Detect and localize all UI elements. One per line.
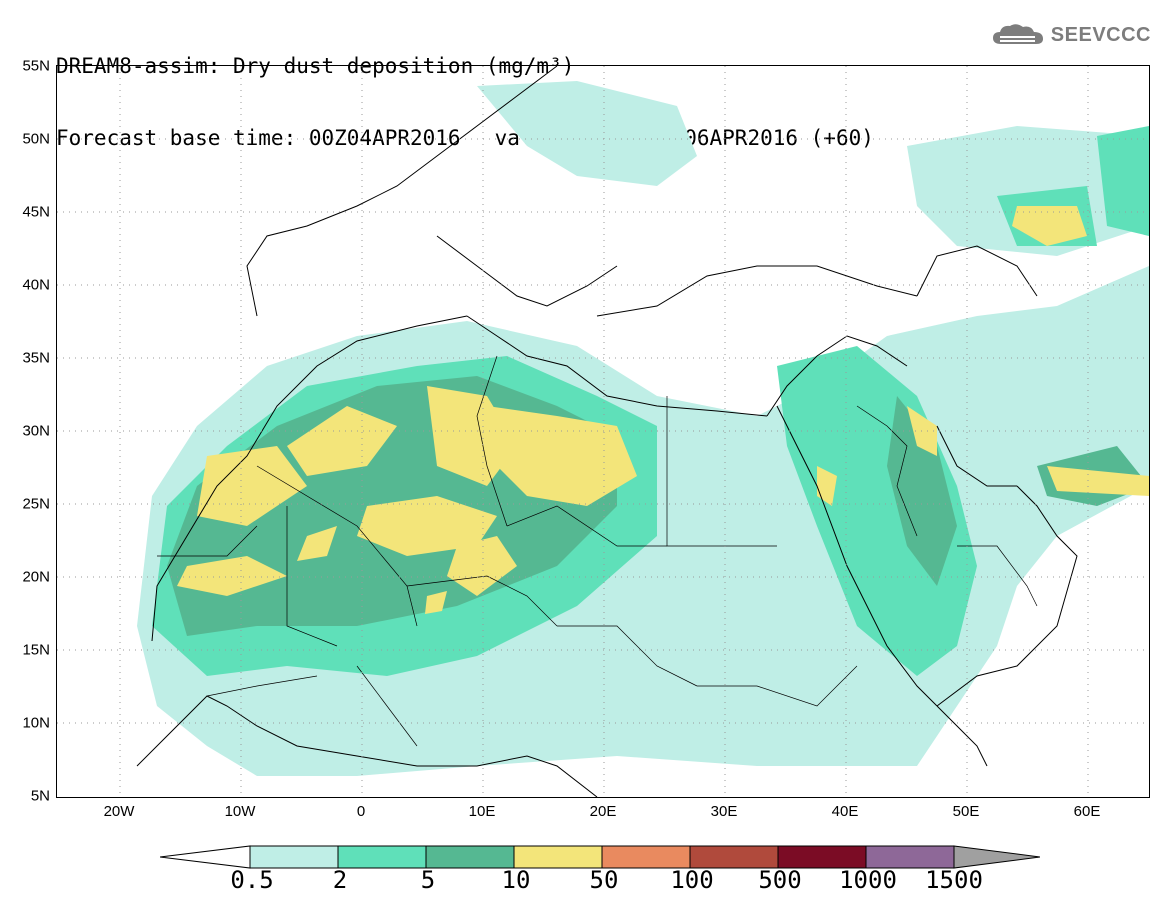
- map-title: DREAM8-assim: Dry dust deposition (mg/m³…: [56, 54, 575, 78]
- title-block: DREAM8-assim: Dry dust deposition (mg/m³…: [56, 6, 876, 198]
- lat-label: 10N: [22, 714, 50, 732]
- map-panel: [56, 65, 1150, 798]
- graticule: [57, 66, 1149, 797]
- lon-label: 0: [356, 803, 366, 820]
- lat-label: 25N: [22, 495, 50, 513]
- lat-label: 45N: [22, 203, 50, 221]
- legend-threshold: 10: [501, 866, 531, 894]
- lat-label: 55N: [22, 57, 50, 75]
- legend-threshold: 50: [589, 866, 619, 894]
- legend-threshold: 0.5: [230, 866, 274, 894]
- lat-label: 20N: [22, 568, 50, 586]
- lat-label: 5N: [30, 787, 50, 805]
- legend-swatch: [249, 845, 339, 869]
- legend-under-triangle: [160, 845, 251, 869]
- legend-swatch: [601, 845, 691, 869]
- lon-label: 10W: [224, 803, 256, 820]
- color-legend-bar: [160, 845, 1040, 869]
- cloud-icon: [992, 24, 1043, 44]
- map-svg: [57, 66, 1149, 797]
- legend-swatch: [425, 845, 515, 869]
- legend-threshold: 1000: [839, 866, 897, 894]
- legend-swatch: [513, 845, 603, 869]
- lon-label: 20E: [589, 803, 617, 820]
- legend-threshold: 100: [670, 866, 714, 894]
- forecast-base-time: Forecast base time: 00Z04APR2016: [56, 126, 461, 150]
- lat-label: 50N: [22, 130, 50, 148]
- lon-label: 20W: [103, 803, 135, 820]
- legend-swatch: [689, 845, 779, 869]
- lat-label: 30N: [22, 422, 50, 440]
- legend-swatch: [337, 845, 427, 869]
- country-borders: [157, 355, 1038, 747]
- lon-label: 40E: [831, 803, 859, 820]
- lon-label: 50E: [952, 803, 980, 820]
- lon-label: 10E: [468, 803, 496, 820]
- coastlines: [136, 66, 1078, 797]
- legend-threshold: 1500: [925, 866, 983, 894]
- seevccc-logo: SEEVCCC: [991, 22, 1151, 48]
- logo-text: SEEVCCC: [1050, 23, 1151, 46]
- legend-threshold: 5: [420, 866, 436, 894]
- lat-label: 40N: [22, 276, 50, 294]
- lat-label: 35N: [22, 349, 50, 367]
- legend-threshold: 500: [758, 866, 802, 894]
- dust-field-10: [177, 206, 1149, 614]
- legend-swatch: [777, 845, 867, 869]
- legend-over-triangle: [953, 845, 1040, 869]
- legend-threshold: 2: [332, 866, 348, 894]
- legend-swatch: [865, 845, 955, 869]
- lat-label: 15N: [22, 641, 50, 659]
- lon-label: 30E: [710, 803, 738, 820]
- lon-label: 60E: [1073, 803, 1101, 820]
